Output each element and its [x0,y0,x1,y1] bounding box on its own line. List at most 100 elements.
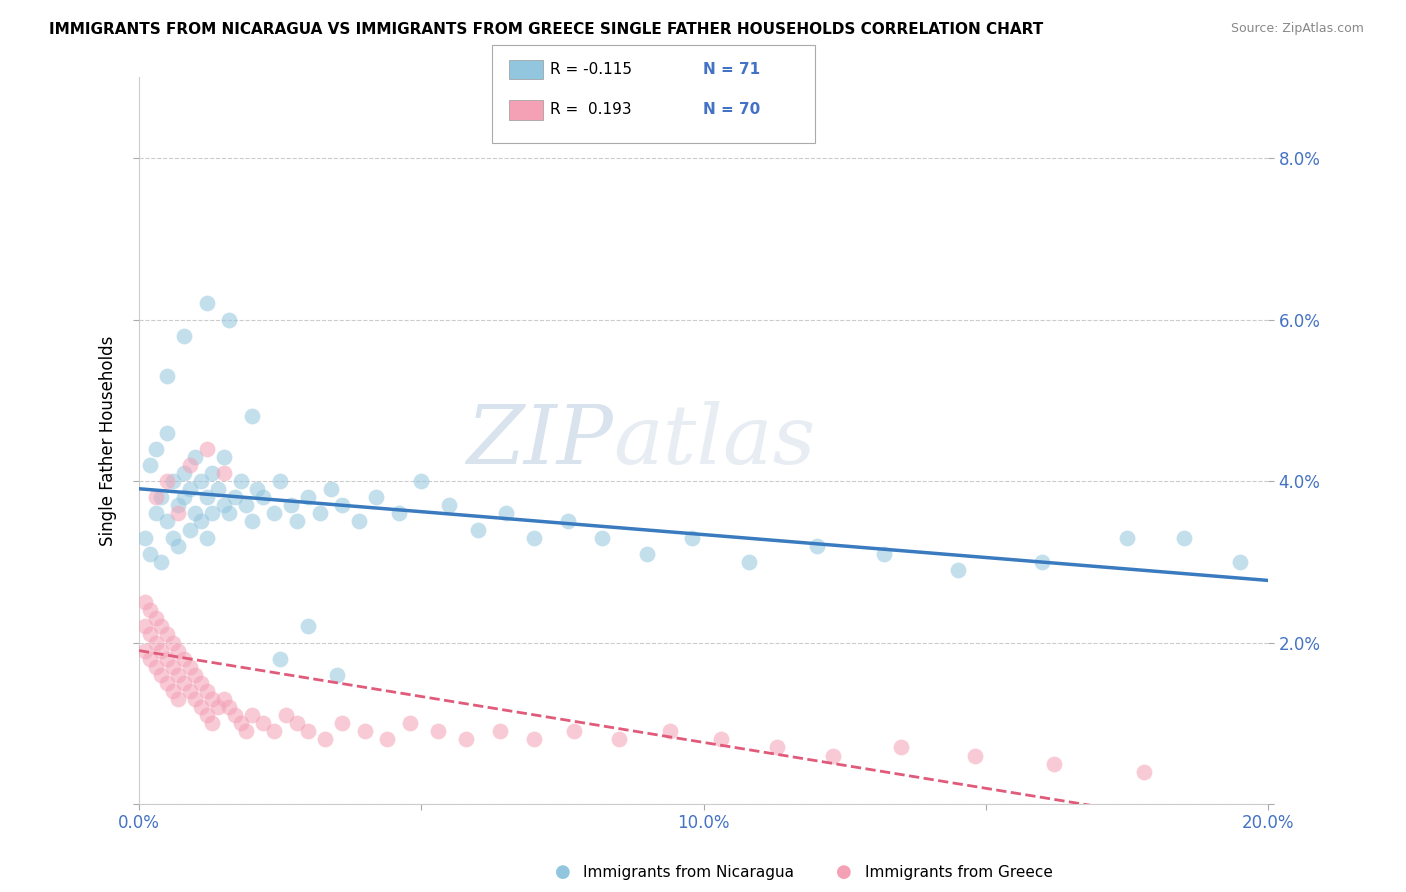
Text: R = -0.115: R = -0.115 [550,62,631,77]
Point [314,732,336,747]
Point [252,490,274,504]
Point [636,547,658,561]
Point [252,716,274,731]
Point [330,716,353,731]
Point [364,490,387,504]
Point [212,498,235,512]
Point [1133,764,1156,779]
Point [377,732,399,747]
Point [523,531,546,545]
Point [591,531,613,545]
Point [890,740,912,755]
Point [1173,531,1195,545]
Point [195,296,218,310]
Point [212,450,235,464]
Point [173,490,195,504]
Point [399,716,422,731]
Point [139,547,162,561]
Point [963,748,986,763]
Point [195,708,218,723]
Point [162,684,184,698]
Text: Immigrants from Greece: Immigrants from Greece [865,865,1053,880]
Point [162,659,184,673]
Point [388,507,411,521]
Point [439,498,461,512]
Point [489,724,512,739]
Text: Source: ZipAtlas.com: Source: ZipAtlas.com [1230,22,1364,36]
Point [946,563,969,577]
Point [240,708,263,723]
Point [190,700,212,714]
Point [201,466,224,480]
Point [738,555,761,569]
Point [184,692,207,706]
Point [195,490,218,504]
Point [319,482,342,496]
Point [353,724,375,739]
Point [263,724,285,739]
Point [562,724,585,739]
Point [806,539,828,553]
Point [285,515,308,529]
Point [167,539,190,553]
Point [246,482,269,496]
Point [1116,531,1139,545]
Point [139,651,162,665]
Point [218,507,240,521]
Point [145,490,167,504]
Point [184,507,207,521]
Point [156,651,179,665]
Point [607,732,630,747]
Point [179,523,201,537]
Point [269,474,291,488]
Point [173,676,195,690]
Point [167,498,190,512]
Point [297,724,319,739]
Point [495,507,517,521]
Point [280,498,302,512]
Point [145,442,167,456]
Point [167,692,190,706]
Point [139,603,162,617]
Point [297,490,319,504]
Point [156,474,179,488]
Point [167,643,190,657]
Point [195,442,218,456]
Point [330,498,353,512]
Point [235,724,257,739]
Point [167,668,190,682]
Point [218,700,240,714]
Point [179,659,201,673]
Point [235,498,257,512]
Point [207,482,229,496]
Point [201,507,224,521]
Point [134,595,156,609]
Point [145,635,167,649]
Point [297,619,319,633]
Point [269,651,291,665]
Point [456,732,478,747]
Text: ●: ● [835,863,852,881]
Point [1229,555,1251,569]
Point [427,724,450,739]
Text: Immigrants from Nicaragua: Immigrants from Nicaragua [583,865,794,880]
Point [229,716,252,731]
Point [150,619,173,633]
Point [173,328,195,343]
Point [150,643,173,657]
Point [212,466,235,480]
Point [709,732,731,747]
Point [173,651,195,665]
Point [150,490,173,504]
Point [195,684,218,698]
Point [179,458,201,472]
Point [873,547,896,561]
Point [145,659,167,673]
Text: N = 70: N = 70 [703,103,761,117]
Y-axis label: Single Father Households: Single Father Households [100,335,117,546]
Point [411,474,433,488]
Point [195,531,218,545]
Point [156,627,179,641]
Point [308,507,330,521]
Point [162,635,184,649]
